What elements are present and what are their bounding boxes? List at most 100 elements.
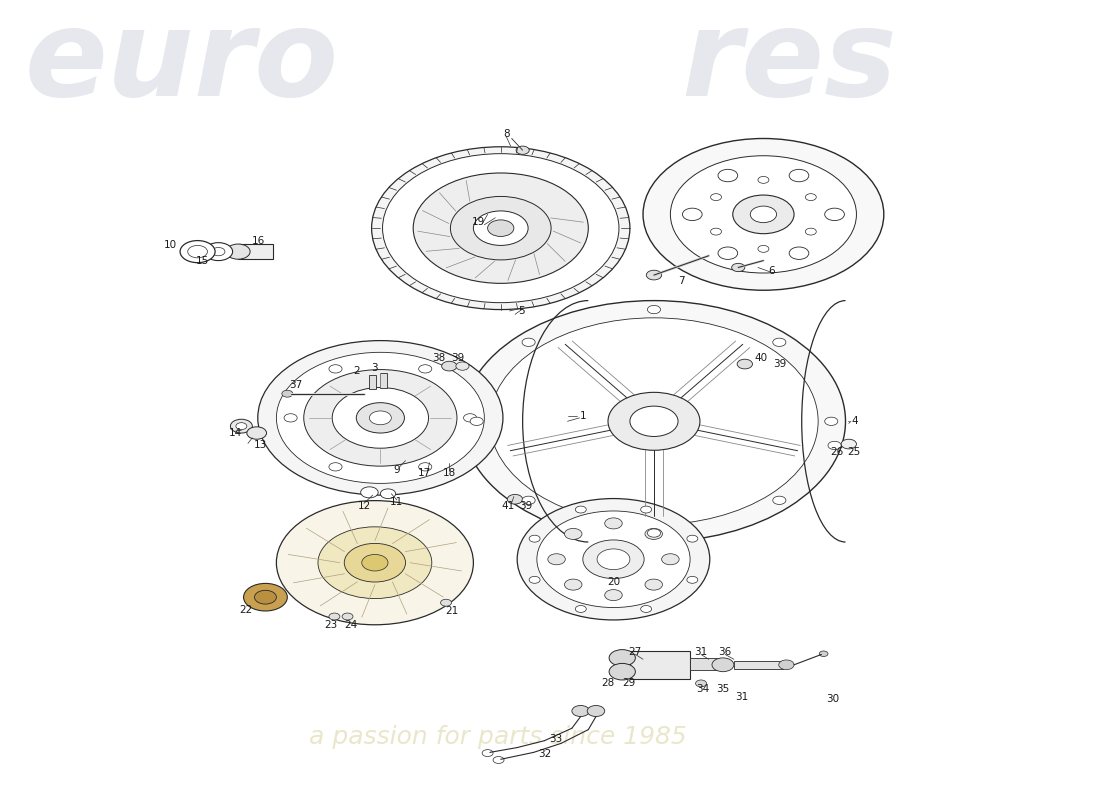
- Circle shape: [773, 338, 785, 346]
- Circle shape: [805, 228, 816, 235]
- Text: 23: 23: [324, 620, 338, 630]
- Circle shape: [361, 487, 378, 498]
- Circle shape: [188, 246, 208, 258]
- Text: 14: 14: [229, 428, 242, 438]
- Text: 7: 7: [678, 276, 684, 286]
- Text: 24: 24: [344, 620, 358, 630]
- Circle shape: [482, 750, 493, 757]
- Text: 17: 17: [418, 468, 431, 478]
- Text: 34: 34: [696, 684, 710, 694]
- Text: 11: 11: [390, 497, 404, 507]
- Bar: [690, 658, 721, 670]
- Circle shape: [640, 606, 651, 613]
- Text: 9: 9: [394, 465, 400, 474]
- Bar: [238, 244, 273, 259]
- Circle shape: [529, 535, 540, 542]
- Circle shape: [493, 757, 504, 763]
- Circle shape: [372, 146, 630, 310]
- Circle shape: [487, 220, 514, 237]
- Bar: [381, 373, 387, 388]
- Text: 25: 25: [848, 447, 861, 458]
- Circle shape: [648, 306, 660, 314]
- Circle shape: [583, 540, 645, 578]
- Circle shape: [661, 554, 679, 565]
- Circle shape: [572, 706, 590, 717]
- Circle shape: [575, 506, 586, 513]
- Circle shape: [522, 496, 536, 505]
- Circle shape: [686, 535, 697, 542]
- Circle shape: [587, 706, 605, 717]
- Circle shape: [205, 242, 232, 261]
- Circle shape: [235, 422, 246, 430]
- Circle shape: [773, 496, 785, 505]
- Text: 36: 36: [718, 647, 732, 658]
- Text: 2: 2: [353, 366, 360, 376]
- Text: 37: 37: [289, 380, 302, 390]
- Circle shape: [243, 583, 287, 611]
- Circle shape: [640, 506, 651, 513]
- Circle shape: [329, 613, 340, 620]
- Circle shape: [284, 414, 297, 422]
- Text: 21: 21: [444, 606, 458, 616]
- Circle shape: [779, 660, 794, 670]
- Circle shape: [212, 247, 226, 256]
- Text: 4: 4: [851, 416, 858, 426]
- Circle shape: [609, 663, 636, 680]
- Circle shape: [733, 195, 794, 234]
- Circle shape: [254, 590, 276, 604]
- Circle shape: [686, 576, 697, 583]
- Text: 3: 3: [372, 363, 378, 373]
- Circle shape: [450, 197, 551, 260]
- Circle shape: [711, 194, 722, 201]
- Circle shape: [414, 173, 588, 283]
- Text: res: res: [681, 4, 898, 122]
- Circle shape: [473, 211, 528, 246]
- Circle shape: [712, 658, 734, 672]
- Circle shape: [825, 208, 845, 221]
- Bar: [630, 651, 690, 678]
- Circle shape: [282, 390, 293, 397]
- Circle shape: [608, 392, 700, 450]
- Text: 39: 39: [519, 501, 532, 511]
- Circle shape: [537, 511, 690, 607]
- Circle shape: [682, 208, 702, 221]
- Circle shape: [419, 365, 432, 373]
- Circle shape: [462, 301, 846, 542]
- Text: euro: euro: [24, 4, 339, 122]
- Text: 15: 15: [196, 255, 209, 266]
- Circle shape: [276, 352, 484, 483]
- Text: 18: 18: [442, 468, 455, 478]
- Circle shape: [226, 244, 250, 259]
- Circle shape: [750, 206, 777, 222]
- Text: 19: 19: [472, 217, 485, 227]
- Circle shape: [344, 543, 406, 582]
- Circle shape: [180, 241, 216, 262]
- Circle shape: [648, 529, 660, 537]
- Circle shape: [564, 579, 582, 590]
- Circle shape: [825, 417, 838, 426]
- Circle shape: [605, 590, 623, 601]
- Text: 31: 31: [735, 692, 748, 702]
- Circle shape: [820, 651, 828, 657]
- Bar: [370, 375, 376, 389]
- Circle shape: [718, 247, 738, 259]
- Circle shape: [645, 579, 662, 590]
- Text: 35: 35: [716, 684, 729, 694]
- Circle shape: [370, 411, 392, 425]
- Circle shape: [342, 613, 353, 620]
- Circle shape: [605, 518, 623, 529]
- Circle shape: [507, 494, 522, 504]
- Circle shape: [548, 554, 565, 565]
- Circle shape: [318, 527, 432, 598]
- Text: 38: 38: [431, 353, 446, 363]
- Circle shape: [516, 146, 529, 154]
- Circle shape: [419, 462, 432, 471]
- Text: 10: 10: [164, 241, 177, 250]
- Circle shape: [670, 156, 857, 273]
- Circle shape: [470, 417, 483, 426]
- Circle shape: [332, 387, 429, 448]
- Bar: [734, 661, 783, 669]
- Circle shape: [455, 362, 469, 370]
- Circle shape: [718, 170, 738, 182]
- Text: 33: 33: [549, 734, 562, 744]
